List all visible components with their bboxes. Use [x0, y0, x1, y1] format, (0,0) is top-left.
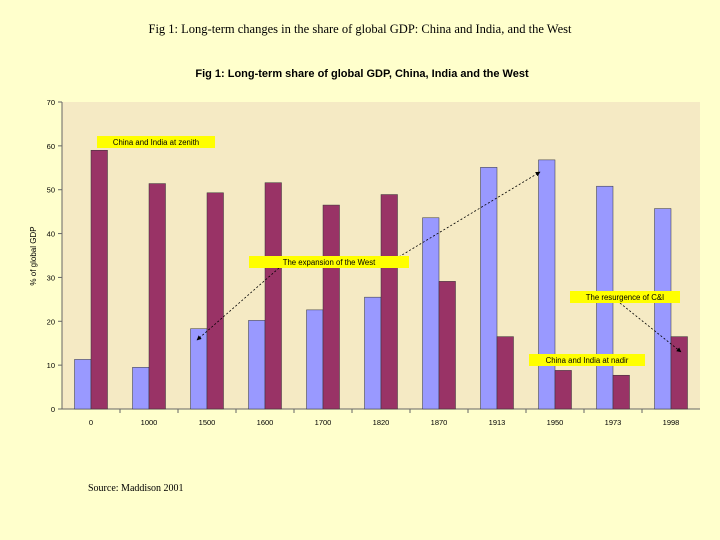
- bar-china-india: [554, 370, 572, 410]
- annotation-label: The expansion of the West: [283, 258, 376, 267]
- annotation-box: [529, 354, 645, 366]
- y-tick-label: 0: [51, 405, 55, 414]
- bar-west: [538, 159, 556, 410]
- annotation-box: [97, 136, 215, 148]
- bar-west: [422, 217, 440, 410]
- bar-china-india: [380, 194, 398, 410]
- slide-title: Fig 1: Long-term changes in the share of…: [148, 22, 572, 36]
- chart-title: Fig 1: Long-term share of global GDP, Ch…: [195, 68, 529, 80]
- y-tick-label: 30: [47, 273, 55, 282]
- y-tick-label: 60: [47, 142, 55, 151]
- annotation-arrow: [391, 171, 541, 262]
- bar-west: [132, 367, 150, 410]
- bar-west: [248, 320, 266, 410]
- bar-china-india: [148, 183, 166, 410]
- y-tick-label: 50: [47, 186, 55, 195]
- y-tick-label: 10: [47, 361, 55, 370]
- x-tick-label: 1998: [663, 418, 680, 427]
- annotation-label: China and India at zenith: [113, 138, 199, 147]
- bar-west: [190, 328, 208, 410]
- bar-china-india: [90, 149, 108, 410]
- bar-west: [480, 167, 498, 410]
- x-tick-label: 1870: [431, 418, 448, 427]
- x-tick-label: 1913: [489, 418, 506, 427]
- bar-china-india: [670, 336, 688, 410]
- x-tick-label: 0: [89, 418, 93, 427]
- bar-china-india: [612, 374, 630, 410]
- x-tick-label: 1600: [257, 418, 274, 427]
- bar-west: [654, 208, 672, 410]
- bar-china-india: [264, 182, 282, 410]
- annotation-arrow: [619, 302, 682, 353]
- x-tick-label: 1973: [605, 418, 622, 427]
- y-axis-label: % of global GDP: [29, 226, 38, 285]
- x-tick-label: 1950: [547, 418, 564, 427]
- y-tick-label: 20: [47, 317, 55, 326]
- x-tick-label: 1000: [141, 418, 158, 427]
- bar-china-india: [322, 204, 340, 410]
- bar-west: [306, 309, 324, 410]
- x-tick-label: 1700: [315, 418, 332, 427]
- source-note: Source: Maddison 2001: [88, 483, 184, 494]
- annotation-box: [570, 291, 680, 303]
- y-tick-label: 40: [47, 230, 55, 239]
- bar-china-india: [206, 192, 224, 410]
- annotation-box: [249, 256, 409, 268]
- x-tick-label: 1500: [199, 418, 216, 427]
- bar-china-india: [496, 336, 514, 410]
- bar-west: [74, 359, 92, 410]
- annotation-label: China and India at nadir: [546, 356, 629, 365]
- x-tick-label: 1820: [373, 418, 390, 427]
- bar-west: [364, 296, 382, 410]
- annotation-label: The resurgence of C&I: [586, 293, 664, 302]
- bar-china-india: [438, 281, 456, 410]
- y-tick-label: 70: [47, 98, 55, 107]
